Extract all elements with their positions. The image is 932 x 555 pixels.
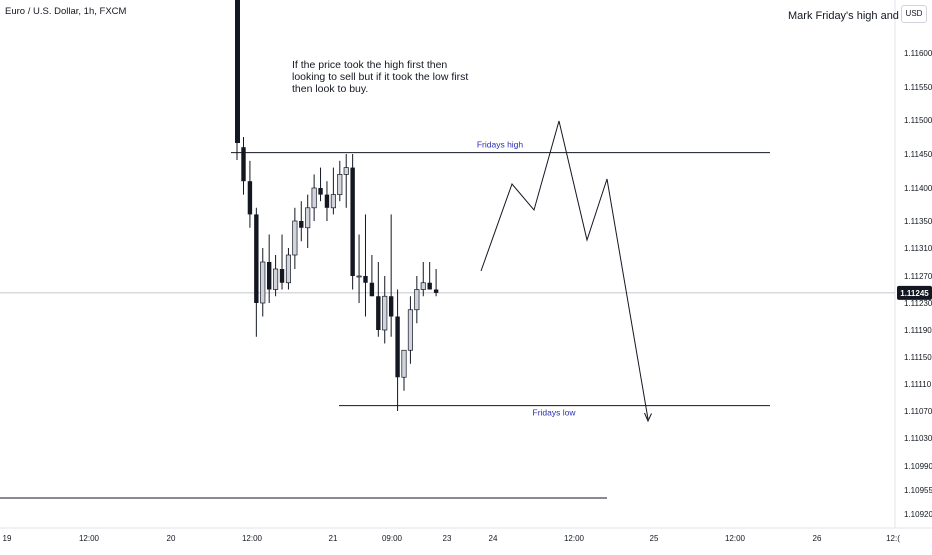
candle-body[interactable] [350,167,355,276]
price-tick-label: 1.11500 [904,116,932,125]
price-tick-label: 1.11270 [904,272,932,281]
annotation-line: looking to sell but if it took the low f… [292,71,469,83]
price-tick-label: 1.11150 [904,353,932,362]
candle-body[interactable] [254,214,259,303]
price-tick-label: 1.11400 [904,184,932,193]
projection-arrowhead [644,412,652,423]
candle-body[interactable] [343,167,349,175]
last-price-tag [897,285,932,300]
candle-body[interactable] [356,275,362,278]
currency-button[interactable]: USD [901,5,927,23]
candle-body[interactable] [382,295,388,331]
price-tick-label: 1.11230 [904,299,932,308]
time-tick-label: 24 [489,534,498,543]
annotation-line: If the price took the high first then [292,59,448,71]
price-tick-label: 1.11110 [904,380,932,389]
candle-body[interactable] [376,296,381,330]
candle-body[interactable] [292,220,298,256]
candle-body[interactable] [305,207,311,229]
candle-body[interactable] [311,187,317,209]
candle-body[interactable] [330,194,336,209]
price-tick-label: 1.11600 [904,49,932,58]
candle-body[interactable] [401,349,407,378]
idea-headline: Mark Friday's high and low [788,10,919,22]
last-price-value: 1.11245 [900,289,929,298]
time-tick-label: 12:00 [242,534,263,543]
price-tick-label: 1.10955 [904,486,932,495]
candle-body[interactable] [427,282,432,290]
projection-path[interactable] [480,120,649,420]
time-tick-label: 12:00 [564,534,585,543]
candle-body[interactable] [318,188,323,195]
price-tick-label: 1.11030 [904,434,932,443]
candle-body[interactable] [241,147,246,182]
candle-body[interactable] [260,261,266,304]
price-tick-label: 1.11190 [904,326,932,335]
candle-body[interactable] [433,289,439,293]
candle-body[interactable] [395,316,400,378]
annotation-line: then look to buy. [292,83,369,95]
time-tick-label: 09:00 [382,534,403,543]
candle-body[interactable] [407,309,413,351]
fridays-high-label: Fridays high [477,140,524,150]
time-tick-label: 20 [167,534,176,543]
candle-body[interactable] [279,269,285,283]
time-tick-label: 25 [650,534,659,543]
price-tick-label: 1.11450 [904,150,932,159]
candle-body[interactable] [414,289,420,311]
time-tick-label: 12:00 [725,534,746,543]
symbol-title[interactable]: Euro / U.S. Dollar, 1h, FXCM [5,6,127,17]
time-tick-label: 19 [3,534,12,543]
candle-body[interactable] [420,282,426,290]
candle-body[interactable] [324,194,330,208]
price-tick-label: 1.11550 [904,83,932,92]
time-tick-label: 12:( [886,534,900,543]
time-tick-label: 23 [443,534,452,543]
price-tick-label: 1.10990 [904,462,932,471]
candle-body[interactable] [273,268,279,290]
annotation-note[interactable]: If the price took the high first then lo… [292,59,482,95]
candle-body[interactable] [369,282,375,297]
price-tick-label: 1.11310 [904,244,932,253]
candle-body[interactable] [235,0,240,143]
candle-body[interactable] [285,254,291,284]
time-tick-label: 12:00 [79,534,100,543]
price-tick-label: 1.11070 [904,407,932,416]
candle-body[interactable] [337,174,343,195]
price-tick-label: 1.11350 [904,217,932,226]
time-tick-label: 26 [813,534,822,543]
price-tick-label: 1.10920 [904,510,932,519]
candle-body[interactable] [299,221,304,228]
candle-body[interactable] [266,262,272,290]
candle-body[interactable] [247,181,253,215]
fridays-low-label: Fridays low [533,408,577,418]
time-tick-label: 21 [329,534,338,543]
candle-body[interactable] [388,296,394,317]
candle-body[interactable] [363,276,368,283]
